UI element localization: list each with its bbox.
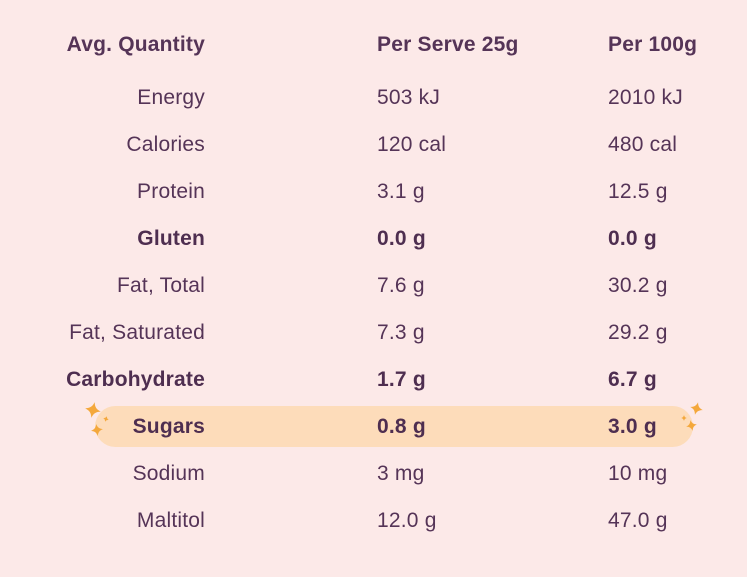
row-label: Sodium — [132, 461, 205, 485]
per-100g-value: 47.0 g — [608, 508, 668, 532]
sparkle-icon — [681, 415, 687, 421]
per-100g-value: 12.5 g — [608, 179, 668, 203]
row-label: Fat, Total — [117, 273, 205, 297]
table-row-sugars: Sugars 0.8 g 3.0 g — [0, 403, 747, 450]
per-serve-value: 503 kJ — [377, 85, 441, 109]
per-100g-value: 3.0 g — [608, 414, 657, 438]
table-row-calories: Calories 120 cal 480 cal — [0, 121, 747, 168]
per-serve-value: 3.1 g — [377, 179, 425, 203]
table-row-fat-total: Fat, Total 7.6 g 30.2 g — [0, 262, 747, 309]
per-100g-value: 2010 kJ — [608, 85, 683, 109]
table-row-protein: Protein 3.1 g 12.5 g — [0, 168, 747, 215]
header-per-100g: Per 100g — [608, 33, 698, 56]
table-header-row: Avg. Quantity Per Serve 25g Per 100g — [0, 22, 747, 68]
per-serve-value: 7.6 g — [377, 273, 425, 297]
row-label: Carbohydrate — [66, 367, 205, 391]
per-100g-value: 10 mg — [608, 461, 668, 485]
per-serve-value: 3 mg — [377, 461, 425, 485]
per-100g-value: 30.2 g — [608, 273, 668, 297]
row-label: Protein — [137, 179, 205, 203]
per-100g-value: 29.2 g — [608, 320, 668, 344]
sparkle-icon — [689, 401, 705, 417]
table-row-sodium: Sodium 3 mg 10 mg — [0, 450, 747, 497]
row-label: Fat, Saturated — [69, 320, 205, 344]
header-avg-quantity: Avg. Quantity — [66, 33, 205, 56]
row-label: Calories — [126, 132, 205, 156]
sparkle-icon — [84, 401, 103, 420]
sparkle-icon — [102, 415, 110, 423]
per-serve-value: 12.0 g — [377, 508, 437, 532]
per-serve-value: 7.3 g — [377, 320, 425, 344]
per-serve-value: 0.8 g — [377, 414, 426, 438]
table-row-energy: Energy 503 kJ 2010 kJ — [0, 74, 747, 121]
table-row-gluten: Gluten 0.0 g 0.0 g — [0, 215, 747, 262]
table-row-carbohydrate: Carbohydrate 1.7 g 6.7 g — [0, 356, 747, 403]
row-label: Energy — [137, 85, 205, 109]
per-serve-value: 0.0 g — [377, 226, 426, 250]
per-100g-value: 6.7 g — [608, 367, 657, 391]
header-per-serve: Per Serve 25g — [377, 33, 519, 56]
table-row-maltitol: Maltitol 12.0 g 47.0 g — [0, 497, 747, 544]
row-label: Maltitol — [136, 508, 205, 532]
row-label: Gluten — [137, 226, 205, 250]
row-label: Sugars — [132, 414, 205, 438]
per-serve-value: 120 cal — [377, 132, 447, 156]
per-serve-value: 1.7 g — [377, 367, 426, 391]
sparkle-icon — [90, 423, 104, 437]
per-100g-value: 0.0 g — [608, 226, 657, 250]
table-row-fat-saturated: Fat, Saturated 7.3 g 29.2 g — [0, 309, 747, 356]
sparkle-icon — [685, 419, 698, 432]
per-100g-value: 480 cal — [608, 132, 678, 156]
